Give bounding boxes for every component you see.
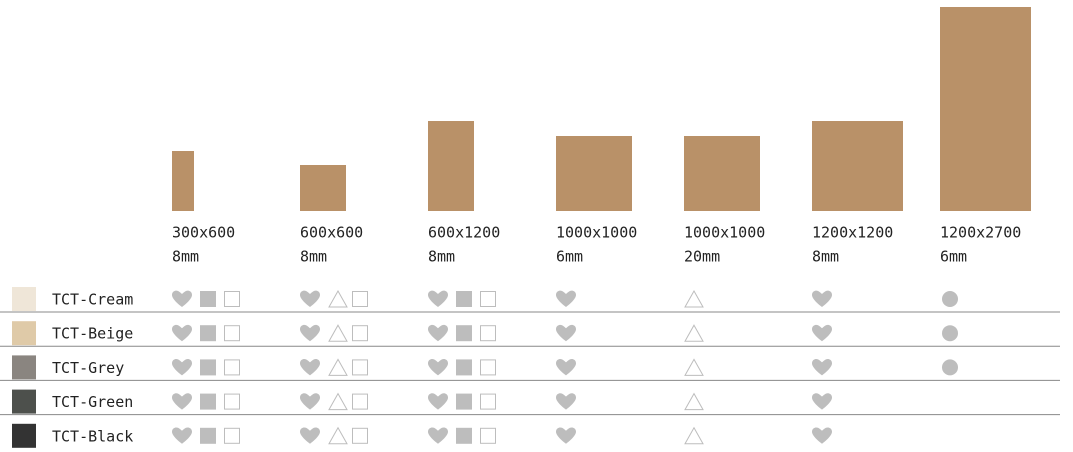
color-swatch bbox=[12, 390, 36, 414]
size-table: 300x600 8mm 600x600 8mm 600x1200 8mm 1000x1000… bbox=[0, 0, 1073, 448]
icon-square-filled bbox=[200, 291, 216, 307]
icon-square-filled bbox=[456, 428, 472, 444]
icon-triangle bbox=[329, 428, 347, 444]
size-dimensions: 600x600 bbox=[300, 224, 363, 242]
icon-heart bbox=[556, 359, 576, 375]
color-swatch bbox=[12, 355, 36, 379]
icon-heart bbox=[428, 325, 448, 341]
row-name: TCT-Beige bbox=[52, 325, 133, 343]
icon-heart bbox=[300, 291, 320, 307]
icon-heart bbox=[556, 291, 576, 307]
size-thickness: 20mm bbox=[684, 248, 720, 266]
icon-heart bbox=[556, 393, 576, 409]
icon-triangle bbox=[685, 325, 703, 341]
icon-square-outline bbox=[225, 394, 240, 409]
icon-triangle bbox=[685, 394, 703, 410]
icon-square-outline bbox=[353, 292, 368, 307]
icon-heart bbox=[428, 359, 448, 375]
icon-square-outline bbox=[353, 394, 368, 409]
size-thickness: 8mm bbox=[812, 248, 839, 266]
icon-heart bbox=[812, 359, 832, 375]
icon-heart bbox=[812, 393, 832, 409]
size-dimensions: 300x600 bbox=[172, 224, 235, 242]
tile-preview bbox=[428, 121, 474, 211]
icon-square-outline bbox=[225, 360, 240, 375]
tile-preview bbox=[940, 7, 1031, 211]
icon-heart bbox=[172, 427, 192, 443]
icon-heart bbox=[556, 325, 576, 341]
tile-preview bbox=[812, 121, 903, 211]
icon-square-outline bbox=[225, 326, 240, 341]
icon-square-outline bbox=[481, 292, 496, 307]
row-name: TCT-Black bbox=[52, 427, 133, 445]
size-thickness: 6mm bbox=[556, 248, 583, 266]
icon-square-outline bbox=[481, 360, 496, 375]
icon-circle bbox=[942, 291, 958, 307]
icon-heart bbox=[300, 427, 320, 443]
icon-heart bbox=[172, 291, 192, 307]
color-swatch bbox=[12, 321, 36, 345]
icon-square-filled bbox=[456, 291, 472, 307]
size-dimensions: 600x1200 bbox=[428, 224, 500, 242]
icon-heart bbox=[812, 325, 832, 341]
icon-triangle bbox=[685, 291, 703, 307]
icon-square-filled bbox=[456, 325, 472, 341]
tile-preview bbox=[172, 151, 194, 211]
tile-preview bbox=[300, 165, 346, 211]
tile-preview bbox=[684, 136, 760, 211]
icon-square-outline bbox=[353, 428, 368, 443]
icon-square-outline bbox=[481, 428, 496, 443]
row-name: TCT-Green bbox=[52, 393, 133, 411]
icon-heart bbox=[428, 291, 448, 307]
size-dimensions: 1000x1000 bbox=[556, 224, 637, 242]
size-thickness: 8mm bbox=[428, 248, 455, 266]
icon-heart bbox=[300, 325, 320, 341]
color-swatch bbox=[12, 424, 36, 448]
icon-heart bbox=[300, 359, 320, 375]
icon-square-outline bbox=[225, 292, 240, 307]
icon-square-filled bbox=[456, 394, 472, 410]
icon-square-outline bbox=[353, 326, 368, 341]
icon-circle bbox=[942, 359, 958, 375]
icon-triangle bbox=[685, 428, 703, 444]
tile-preview bbox=[556, 136, 632, 211]
icon-triangle bbox=[329, 325, 347, 341]
size-thickness: 6mm bbox=[940, 248, 967, 266]
icon-square-filled bbox=[200, 359, 216, 375]
size-thickness: 8mm bbox=[300, 248, 327, 266]
icon-triangle bbox=[685, 359, 703, 375]
icon-triangle bbox=[329, 291, 347, 307]
icon-square-filled bbox=[200, 325, 216, 341]
icon-triangle bbox=[329, 394, 347, 410]
icon-square-filled bbox=[456, 359, 472, 375]
icon-triangle bbox=[329, 359, 347, 375]
icon-square-outline bbox=[481, 394, 496, 409]
icon-heart bbox=[428, 427, 448, 443]
icon-heart bbox=[812, 291, 832, 307]
icon-square-outline bbox=[481, 326, 496, 341]
icon-heart bbox=[428, 393, 448, 409]
size-dimensions: 1200x1200 bbox=[812, 224, 893, 242]
size-thickness: 8mm bbox=[172, 248, 199, 266]
icon-heart bbox=[172, 325, 192, 341]
icon-square-filled bbox=[200, 394, 216, 410]
icon-heart bbox=[172, 359, 192, 375]
size-dimensions: 1000x1000 bbox=[684, 224, 765, 242]
color-swatch bbox=[12, 287, 36, 311]
icon-heart bbox=[812, 427, 832, 443]
icon-square-outline bbox=[225, 428, 240, 443]
icon-square-outline bbox=[353, 360, 368, 375]
icon-heart bbox=[300, 393, 320, 409]
icon-circle bbox=[942, 325, 958, 341]
row-name: TCT-Grey bbox=[52, 359, 124, 377]
icon-square-filled bbox=[200, 428, 216, 444]
icon-heart bbox=[172, 393, 192, 409]
icon-heart bbox=[556, 427, 576, 443]
size-dimensions: 1200x2700 bbox=[940, 224, 1021, 242]
row-name: TCT-Cream bbox=[52, 291, 133, 309]
